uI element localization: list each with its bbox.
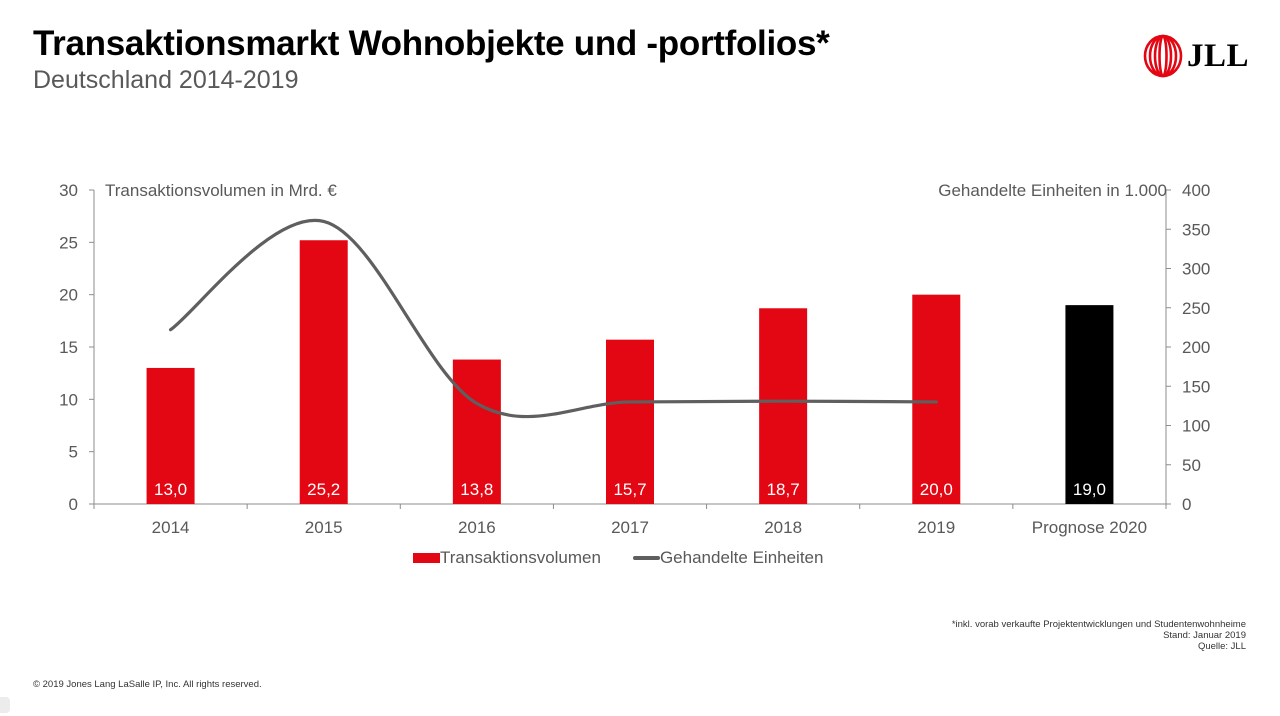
right-axis-tick-label: 0 [1182, 495, 1191, 514]
legend-item-gehandelte-einheiten: Gehandelte Einheiten [632, 548, 824, 568]
slide-subtitle: Deutschland 2014-2019 [33, 66, 299, 94]
bar-value-label: 13,8 [460, 480, 493, 499]
slide-title: Transaktionsmarkt Wohnobjekte und -portf… [33, 24, 830, 63]
legend-label: Gehandelte Einheiten [659, 548, 824, 567]
right-axis-tick-label: 50 [1182, 456, 1201, 475]
bar-value-label: 20,0 [920, 480, 953, 499]
x-axis-tick-label: Prognose 2020 [1032, 518, 1147, 537]
right-axis-tick-label: 250 [1182, 299, 1210, 318]
bar-value-label: 18,7 [767, 480, 800, 499]
left-axis-tick-label: 5 [69, 443, 78, 462]
bar-2018 [759, 308, 808, 504]
footnote-line: Stand: Januar 2019 [1163, 630, 1246, 641]
left-axis-title: Transaktionsvolumen in Mrd. € [105, 181, 337, 200]
left-axis-tick-label: 30 [59, 181, 78, 200]
x-axis-tick-label: 2015 [305, 518, 343, 537]
bar-value-label: 13,0 [154, 480, 187, 499]
bar-value-label: 25,2 [307, 480, 340, 499]
x-axis-tick-label: 2014 [152, 518, 190, 537]
x-axis-tick-label: 2017 [611, 518, 649, 537]
right-axis-title: Gehandelte Einheiten in 1.000 [938, 181, 1167, 200]
footnote: *inkl. vorab verkaufte Projektentwicklun… [952, 619, 1246, 652]
x-axis-tick-label: 2019 [917, 518, 955, 537]
left-axis: 0 5 10 15 20 25 30 [59, 181, 95, 514]
right-axis-tick-label: 200 [1182, 338, 1210, 357]
legend-item-transaktionsvolumen: Transaktionsvolumen [413, 548, 601, 568]
x-axis-tick-label: 2016 [458, 518, 496, 537]
x-axis-tick-label: 2018 [764, 518, 802, 537]
chart-legend: Transaktionsvolumen Gehandelte Einheiten [413, 548, 855, 568]
jll-rings-icon [1143, 34, 1183, 78]
bar-series: 13,0 25,2 13,8 15,7 18,7 20,0 19,0 [146, 240, 1114, 505]
footnote-line: *inkl. vorab verkaufte Projektentwicklun… [951, 619, 1246, 630]
bar-2019 [912, 294, 961, 504]
footnote-line: Quelle: JLL [1197, 641, 1246, 652]
left-axis-tick-label: 15 [59, 338, 78, 357]
left-axis-tick-label: 10 [59, 390, 78, 409]
legend-label: Transaktionsvolumen [440, 548, 601, 567]
bar-value-label: 19,0 [1073, 480, 1106, 499]
jll-logo: JLL [1143, 34, 1249, 78]
logo-text: JLL [1187, 37, 1250, 74]
line-series [168, 218, 938, 419]
line-gehandelte-einheiten [168, 218, 938, 419]
left-axis-tick-label: 25 [59, 233, 78, 252]
right-axis-tick-label: 100 [1182, 417, 1210, 436]
combo-chart: 0 5 10 15 20 25 30 0 50 100 150 200 250 300 350 400 20… [59, 181, 1210, 537]
slide-number-tab [0, 697, 10, 713]
legend-bar-swatch [413, 553, 440, 563]
right-axis-tick-label: 300 [1182, 260, 1210, 279]
bar-prognose-2020 [1065, 305, 1114, 504]
right-axis-tick-label: 400 [1182, 181, 1210, 200]
bar-2017 [606, 339, 654, 504]
left-axis-tick-label: 0 [69, 495, 78, 514]
bar-2016 [452, 359, 501, 504]
legend-line-swatch [632, 556, 660, 560]
copyright: © 2019 Jones Lang LaSalle IP, Inc. All r… [33, 679, 262, 690]
right-axis-tick-label: 350 [1182, 220, 1210, 239]
bar-value-label: 15,7 [613, 480, 646, 499]
bar-2014 [146, 367, 195, 504]
right-axis-tick-label: 150 [1182, 377, 1210, 396]
left-axis-tick-label: 20 [59, 286, 78, 305]
bar-2015 [299, 240, 348, 505]
x-axis: 2014 2015 2016 2017 2018 2019 Prognose 2020 [93, 503, 1167, 537]
right-axis: 0 50 100 150 200 250 300 350 400 [1165, 181, 1210, 514]
